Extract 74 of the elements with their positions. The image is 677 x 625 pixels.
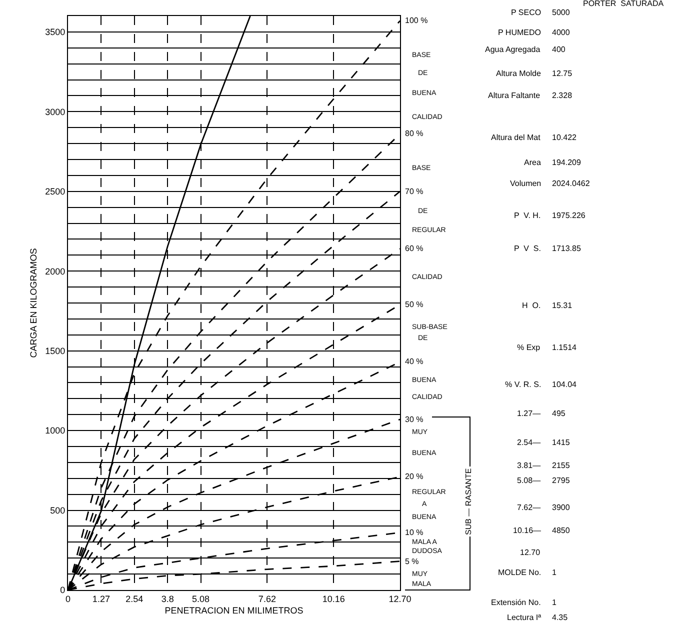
y-tick-label: 2000 bbox=[45, 266, 66, 276]
x-tick-label: 5.08 bbox=[192, 594, 210, 604]
x-tick-label: 1.27 bbox=[92, 594, 110, 604]
x-tick-label: 12.70 bbox=[388, 594, 412, 604]
text: 7.62— bbox=[517, 503, 541, 512]
y-tick-label: 3500 bbox=[45, 27, 66, 38]
text: 10.16— bbox=[513, 526, 542, 535]
text: 1 bbox=[552, 598, 557, 607]
text: Area bbox=[524, 158, 542, 167]
text: 5.08— bbox=[517, 476, 541, 485]
x-tick-label: 2.54 bbox=[126, 594, 144, 604]
text: P SECO bbox=[511, 8, 542, 17]
text: 12.75 bbox=[552, 69, 573, 78]
text: 2024.0462 bbox=[552, 179, 590, 188]
text: Agua Agregada bbox=[485, 45, 541, 54]
x-tick-label: 7.62 bbox=[258, 594, 276, 604]
text: 194.209 bbox=[552, 158, 582, 167]
text: 5000 bbox=[552, 8, 570, 17]
x-tick-label: 3.8 bbox=[161, 594, 174, 604]
series-label: 60 % bbox=[405, 244, 424, 253]
text: 2.54— bbox=[517, 438, 541, 447]
text: 1975.226 bbox=[552, 211, 586, 220]
text: 1415 bbox=[552, 438, 570, 447]
text: 400 bbox=[552, 45, 566, 54]
text: Extensión No. bbox=[491, 598, 541, 607]
series-label: 80 % bbox=[405, 129, 424, 138]
y-tick-label: 2500 bbox=[45, 186, 66, 197]
text: 4850 bbox=[552, 526, 570, 535]
text: Volumen bbox=[510, 179, 542, 188]
text: Lectura Iª bbox=[507, 613, 542, 622]
series-label: 20 % bbox=[405, 472, 424, 481]
text: % Exp bbox=[517, 343, 541, 352]
text: 3900 bbox=[552, 503, 570, 512]
text: 12.70 bbox=[520, 548, 541, 557]
text: 1.1514 bbox=[552, 343, 578, 352]
text: H O. bbox=[522, 301, 541, 310]
text: Altura del Mat bbox=[491, 133, 542, 142]
series-label: 40 % bbox=[405, 357, 424, 366]
text: 1713.85 bbox=[552, 244, 582, 253]
series-label: 30 % bbox=[405, 415, 424, 424]
text: 2155 bbox=[552, 461, 570, 470]
y-tick-label: 0 bbox=[60, 585, 66, 596]
y-tick-label: 3000 bbox=[45, 106, 66, 117]
text: 2.328 bbox=[552, 91, 573, 100]
text: 3.81— bbox=[517, 461, 541, 470]
text: MOLDE No. bbox=[498, 568, 542, 577]
series-label: 70 % bbox=[405, 187, 424, 196]
text: 495 bbox=[552, 409, 566, 418]
text: 10.422 bbox=[552, 133, 578, 142]
y-tick-label: 500 bbox=[50, 505, 66, 516]
y-tick-label: 1500 bbox=[45, 346, 66, 356]
text: 4000 bbox=[552, 28, 570, 37]
series-label: 10 % bbox=[405, 528, 424, 537]
text: P HUMEDO bbox=[498, 28, 541, 37]
x-tick-label: 10.16 bbox=[322, 594, 345, 604]
text: 1.27— bbox=[517, 409, 541, 418]
text: 4.35 bbox=[552, 613, 568, 622]
text: P V S. bbox=[514, 244, 541, 253]
text: P V. H. bbox=[514, 211, 541, 220]
text: 2795 bbox=[552, 476, 570, 485]
text: 15.31 bbox=[552, 301, 573, 310]
text: PORTER SATURADA bbox=[583, 0, 664, 8]
y-tick-label: 1000 bbox=[45, 426, 66, 436]
text: 1 bbox=[552, 568, 557, 577]
series-label: 100 % bbox=[405, 16, 428, 25]
text: SUB — RASANTE bbox=[464, 468, 473, 535]
series-label: 50 % bbox=[405, 300, 424, 309]
x-axis-title: PENETRACION EN MILIMETROS bbox=[164, 606, 304, 616]
text: % V. R. S. bbox=[505, 380, 542, 389]
y-axis-title: CARGA EN KILOGRAMOS bbox=[28, 248, 38, 358]
series-label: 5 % bbox=[405, 557, 419, 566]
text: Altura Faltante bbox=[488, 91, 541, 100]
text: Altura Molde bbox=[496, 69, 542, 78]
text: 104.04 bbox=[552, 380, 578, 389]
